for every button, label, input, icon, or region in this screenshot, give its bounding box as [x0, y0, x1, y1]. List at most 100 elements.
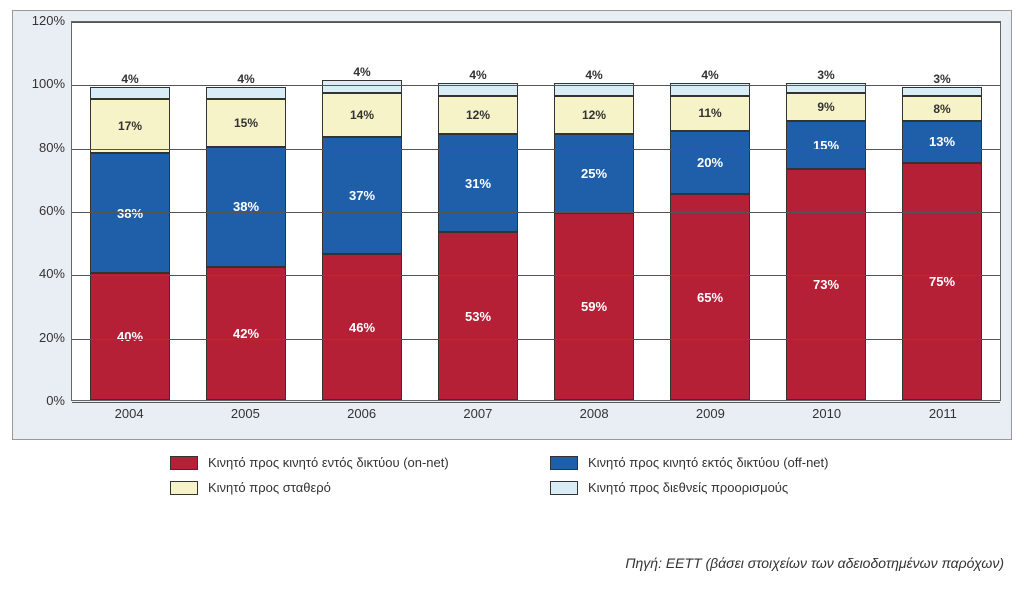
segment-label: 53% — [465, 309, 491, 324]
segment-label: 9% — [817, 100, 834, 114]
bar-group: 42%38% 15% 4% — [206, 87, 286, 400]
bar-segment: 14% — [322, 93, 402, 137]
legend-item-onnet: Κινητό προς κινητό εντός δικτύου (on-net… — [170, 455, 510, 470]
segment-label: 65% — [697, 290, 723, 305]
source-text: Πηγή: ΕΕΤΤ (βάσει στοιχείων των αδειοδοτ… — [625, 555, 1004, 571]
legend-label: Κινητό προς διεθνείς προορισμούς — [588, 480, 788, 495]
x-tick-label: 2005 — [205, 406, 285, 421]
segment-label: 8% — [933, 102, 950, 116]
bar-group: 59%25%12%4% — [554, 83, 634, 400]
legend-item-offnet: Κινητό προς κινητό εκτός δικτύου (off-ne… — [550, 455, 890, 470]
gridline — [72, 212, 1000, 213]
bar-group: 46% 37% 14% 4% — [322, 80, 402, 400]
bar-segment: 11% — [670, 96, 750, 131]
gridline — [72, 22, 1000, 23]
x-tick-label: 2007 — [438, 406, 518, 421]
bar-group: 40% 38% 17% 4% — [90, 87, 170, 400]
segment-label: 4% — [237, 72, 254, 86]
segment-label: 40% — [117, 329, 143, 344]
y-tick-label: 120% — [15, 13, 65, 28]
segment-label: 15% — [813, 138, 839, 153]
legend-label: Κινητό προς σταθερό — [208, 480, 331, 495]
bar-group: 73%15%9%3% — [786, 83, 866, 400]
gridline — [72, 85, 1000, 86]
bar-segment: 25% — [554, 134, 634, 213]
x-tick-label: 2008 — [554, 406, 634, 421]
x-tick-label: 2004 — [89, 406, 169, 421]
segment-label: 17% — [118, 119, 142, 133]
x-tick-label: 2010 — [787, 406, 867, 421]
plot-area: 40%38%17%4%42%38%15%4%46%37%14%4%53%31%1… — [71, 21, 1001, 401]
gridline — [72, 149, 1000, 150]
bar-group: 75% 13% 8% 3% — [902, 87, 982, 400]
bar-segment: 53% — [438, 232, 518, 400]
bar-segment: 15% — [206, 99, 286, 147]
x-tick-label: 2006 — [322, 406, 402, 421]
legend-label: Κινητό προς κινητό εκτός δικτύου (off-ne… — [588, 455, 828, 470]
legend: Κινητό προς κινητό εντός δικτύου (on-net… — [170, 455, 890, 495]
gridline — [72, 402, 1000, 403]
segment-label: 20% — [697, 155, 723, 170]
segment-label: 37% — [349, 188, 375, 203]
segment-label: 4% — [585, 68, 602, 82]
bar-group: 53%31%12%4% — [438, 83, 518, 400]
segment-label: 73% — [813, 277, 839, 292]
bar-segment: 38% — [90, 153, 170, 273]
bar-segment: 75% — [902, 163, 982, 401]
bar-segment: 17% — [90, 99, 170, 153]
segment-label: 59% — [581, 299, 607, 314]
bar-segment: 38% — [206, 147, 286, 267]
x-tick-label: 2011 — [903, 406, 983, 421]
legend-label: Κινητό προς κινητό εντός δικτύου (on-net… — [208, 455, 449, 470]
bar-segment: 4% — [90, 87, 170, 100]
segment-label: 3% — [817, 68, 834, 82]
bar-segment: 15% — [786, 121, 866, 169]
y-tick-label: 40% — [15, 266, 65, 281]
bar-segment: 8% — [902, 96, 982, 121]
segment-label: 12% — [582, 108, 606, 122]
y-tick-label: 80% — [15, 140, 65, 155]
segment-label: 12% — [466, 108, 490, 122]
swatch-intl — [550, 481, 578, 495]
swatch-offnet — [550, 456, 578, 470]
bar-segment: 9% — [786, 93, 866, 122]
segment-label: 4% — [353, 65, 370, 79]
bar-segment: 59% — [554, 213, 634, 400]
segment-label: 38% — [117, 206, 143, 221]
segment-label: 4% — [121, 72, 138, 86]
bar-segment: 12% — [438, 96, 518, 134]
y-tick-label: 20% — [15, 330, 65, 345]
segment-label: 4% — [701, 68, 718, 82]
segment-label: 25% — [581, 166, 607, 181]
bar-segment: 40% — [90, 273, 170, 400]
gridline — [72, 339, 1000, 340]
bar-segment: 65% — [670, 194, 750, 400]
bar-segment: 37% — [322, 137, 402, 254]
segment-label: 31% — [465, 176, 491, 191]
legend-item-fixed: Κινητό προς σταθερό — [170, 480, 510, 495]
segment-label: 4% — [469, 68, 486, 82]
bars-row: 40%38%17%4%42%38%15%4%46%37%14%4%53%31%1… — [72, 22, 1000, 400]
bar-segment: 13% — [902, 121, 982, 162]
segment-label: 46% — [349, 320, 375, 335]
x-axis-labels: 2004 2005 2006 2007 2008 2009 2010 2011 — [71, 406, 1001, 421]
segment-label: 15% — [234, 116, 258, 130]
y-tick-label: 0% — [15, 393, 65, 408]
bar-segment: 42% — [206, 267, 286, 400]
segment-label: 11% — [698, 106, 721, 120]
y-tick-label: 100% — [15, 76, 65, 91]
bar-segment: 73% — [786, 169, 866, 400]
segment-label: 3% — [933, 72, 950, 86]
gridline — [72, 275, 1000, 276]
bar-segment: 4% — [206, 87, 286, 100]
swatch-onnet — [170, 456, 198, 470]
bar-segment: 3% — [902, 87, 982, 97]
segment-label: 14% — [350, 108, 374, 122]
x-tick-label: 2009 — [670, 406, 750, 421]
bar-segment: 4% — [322, 80, 402, 93]
bar-segment: 12% — [554, 96, 634, 134]
bar-group: 65%20%11%4% — [670, 83, 750, 400]
bar-segment: 20% — [670, 131, 750, 194]
segment-label: 13% — [929, 134, 955, 149]
legend-item-intl: Κινητό προς διεθνείς προορισμούς — [550, 480, 890, 495]
